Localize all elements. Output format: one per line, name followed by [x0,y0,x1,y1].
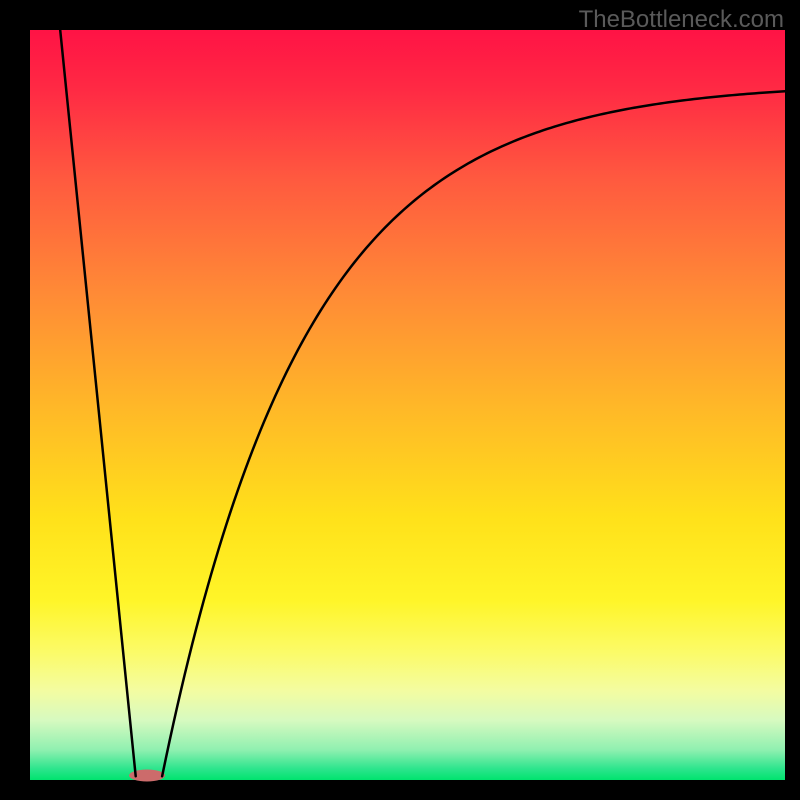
chart-svg [0,0,800,800]
bottleneck-chart: TheBottleneck.com [0,0,800,800]
plot-heat-gradient [30,30,785,780]
watermark-text: TheBottleneck.com [579,6,784,34]
